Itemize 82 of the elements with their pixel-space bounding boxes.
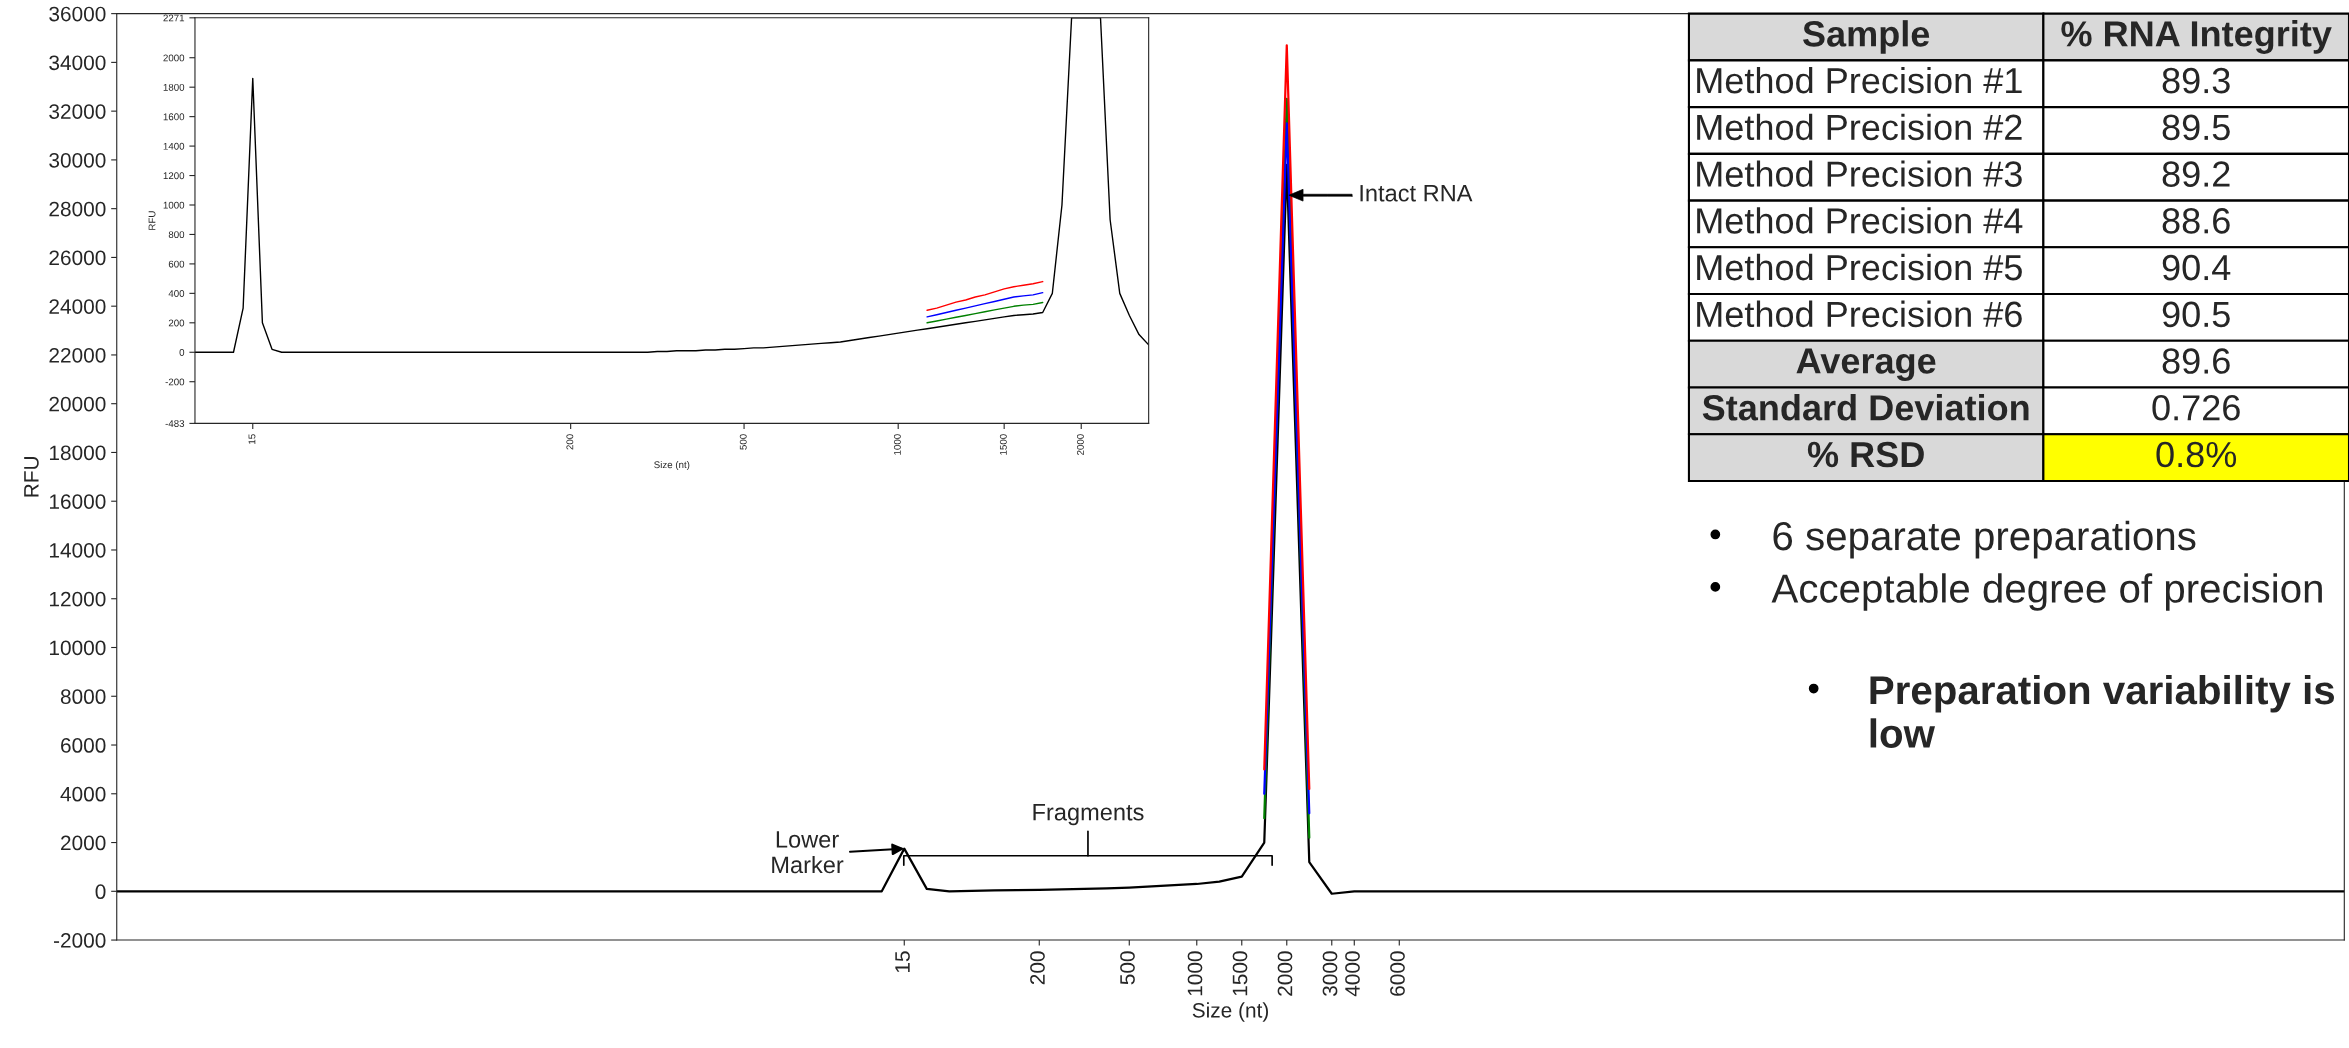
annotation: 0.726: [2152, 395, 2240, 421]
x-tick-label: 15: [895, 951, 910, 973]
y-tick-label: 10000: [49, 640, 106, 656]
annotation: 89.6: [2162, 348, 2230, 374]
annotation: 88.6: [2162, 208, 2230, 234]
annotation: % RSD: [1807, 441, 1924, 468]
y-tick-label: 0: [95, 884, 106, 900]
y-tick-label: 6000: [61, 738, 106, 753]
x-tick-label: 3000: [1322, 951, 1338, 997]
y-tick-label: -2000: [53, 933, 106, 948]
x-axis-title: Size (nt): [654, 460, 690, 471]
annotation: Sample: [1802, 20, 1930, 54]
y-tick-label: 30000: [49, 152, 106, 168]
annotation: Method Precision #3: [1697, 160, 2022, 187]
x-tick-label: 1000: [1187, 951, 1203, 996]
annotation: Preparation variability is low: [1870, 674, 2335, 748]
x-tick-label: 500: [1120, 951, 1135, 985]
x-tick-label: 4000: [1345, 951, 1360, 997]
y-tick-label: 0: [179, 349, 185, 356]
y-tick-label: 1000: [163, 201, 185, 209]
y-tick-label: 4000: [60, 786, 106, 802]
y-tick-label: -200: [165, 378, 185, 386]
y-axis-title: RFU: [148, 211, 156, 230]
line-series: [926, 280, 1044, 311]
annotation: Method Precision #5: [1697, 253, 2022, 281]
y-tick-label: 32000: [49, 104, 106, 119]
y-tick-label: 20000: [49, 396, 106, 412]
y-axis-title: RFU: [24, 457, 39, 497]
x-tick-label: 200: [566, 434, 574, 450]
annotation: 0.8%: [2156, 441, 2237, 468]
y-tick-label: -483: [165, 420, 185, 428]
x-axis-title: Size (nt): [1192, 1002, 1269, 1022]
annotation: Method Precision #4: [1697, 207, 2023, 234]
y-tick-label: 1200: [163, 172, 185, 180]
y-tick-label: 1800: [163, 83, 185, 91]
y-tick-label: 12000: [49, 591, 106, 607]
y-tick-label: 2000: [163, 54, 185, 62]
line-series: [926, 301, 1044, 324]
x-tick-label: 1500: [999, 434, 1007, 455]
y-tick-label: 1400: [163, 142, 185, 150]
y-tick-label: 600: [168, 260, 185, 268]
annotation: Average: [1796, 348, 1936, 382]
x-tick-label: 6000: [1390, 951, 1405, 996]
y-tick-label: 24000: [49, 299, 106, 314]
y-tick-label: 800: [168, 231, 185, 239]
annotation: Acceptable degree of precision: [1771, 573, 2322, 611]
annotation: 6 separate preparations: [1773, 520, 2196, 559]
y-tick-label: 200: [168, 319, 185, 327]
annotation: 90.5: [2162, 301, 2230, 328]
y-tick-label: 22000: [49, 347, 106, 363]
y-tick-label: 34000: [49, 55, 106, 71]
annotation: % RNA Integrity: [2061, 20, 2332, 54]
annotation: Method Precision #6: [1697, 300, 2022, 328]
x-tick-label: 200: [1030, 951, 1045, 985]
annotation: Method Precision #2: [1697, 113, 2022, 141]
y-tick-label: 400: [168, 290, 185, 297]
annotation: 89.2: [2162, 161, 2230, 187]
annotation: Standard Deviation: [1702, 394, 2029, 421]
x-tick-label: 2000: [1076, 434, 1084, 455]
annotation: 89.3: [2162, 67, 2230, 94]
y-tick-label: 1600: [163, 113, 185, 121]
annotation: 89.5: [2162, 114, 2230, 141]
y-tick-label: 2271: [163, 14, 185, 22]
annotation: Lower Marker: [772, 831, 844, 874]
y-tick-label: 16000: [49, 494, 106, 509]
x-tick-label: 2000: [1277, 951, 1293, 996]
y-tick-label: 28000: [49, 201, 106, 217]
annotation: Intact RNA: [1360, 185, 1473, 202]
y-tick-label: 36000: [49, 6, 106, 22]
y-tick-label: 18000: [49, 445, 106, 461]
x-tick-label: 1500: [1232, 951, 1248, 996]
y-tick-label: 14000: [49, 542, 106, 558]
annotation: 90.4: [2162, 254, 2231, 281]
x-tick-label: 500: [739, 434, 747, 450]
annotation: Fragments: [1033, 804, 1144, 826]
x-tick-label: 1000: [893, 434, 901, 455]
x-tick-label: 15: [248, 434, 256, 444]
y-tick-label: 8000: [60, 689, 106, 705]
annotation: Method Precision #1: [1697, 66, 2022, 94]
y-tick-label: 26000: [49, 250, 106, 266]
line-series: [926, 291, 1044, 318]
y-tick-label: 2000: [61, 835, 106, 851]
